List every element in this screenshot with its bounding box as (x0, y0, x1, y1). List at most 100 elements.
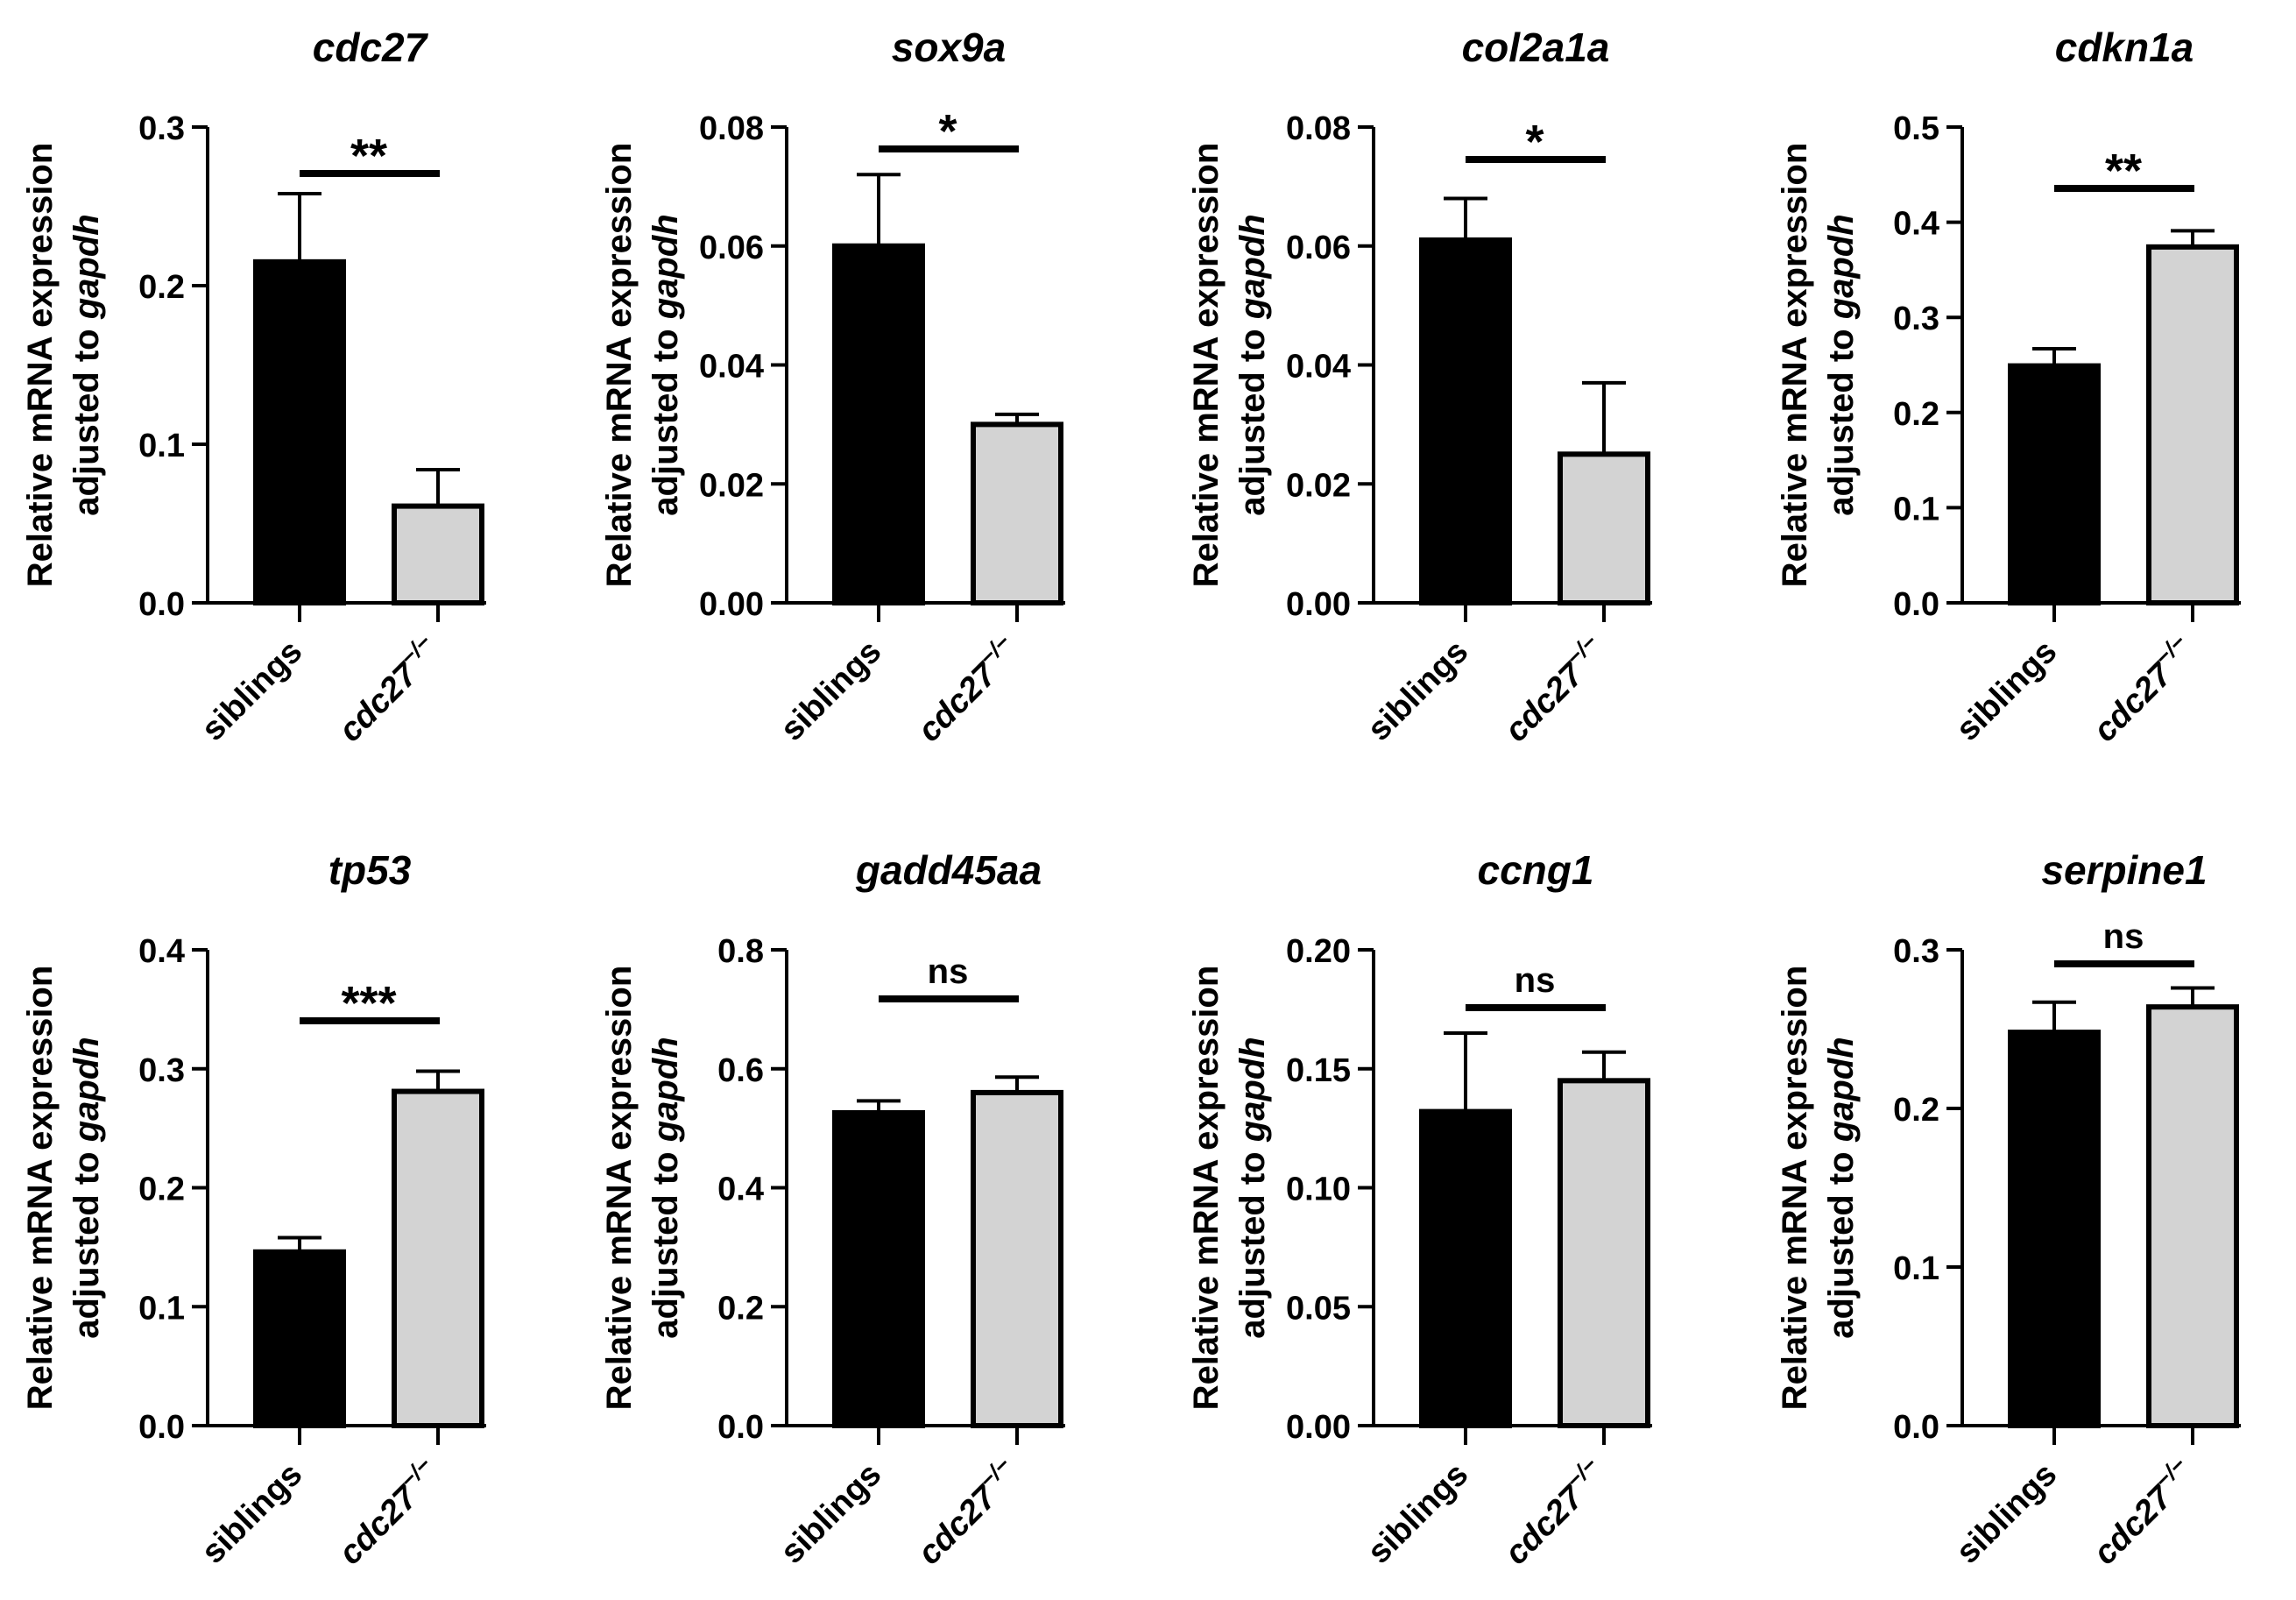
y-axis-label-line2: adjusted to gapdh (646, 1037, 685, 1338)
y-tick-label: 0.3 (1893, 301, 1939, 337)
y-axis-label-gene: gapdh (646, 1037, 685, 1143)
chart-panel-ccng1: ccng1 Relative mRNA expression adjusted to… (1187, 847, 1652, 1572)
significance-label: *** (341, 977, 396, 1030)
y-axis-label-line1: Relative mRNA expression (600, 966, 639, 1411)
chart-panel-col2a1a: col2a1a Relative mRNA expression adjusted … (1187, 25, 1652, 749)
y-tick-label: 0.04 (699, 349, 764, 386)
bar-mutant (392, 503, 484, 606)
bar-siblings (1419, 1108, 1512, 1428)
category-label-mutant: cdc27−/− (328, 1452, 448, 1572)
y-axis-label-line1: Relative mRNA expression (1776, 143, 1814, 588)
y-tick-label: 0.3 (138, 110, 185, 147)
y-tick-label: 0.2 (1893, 396, 1939, 433)
y-tick-label: 0.1 (138, 1290, 185, 1327)
y-tick-label: 0.2 (717, 1290, 764, 1327)
bar-siblings (253, 258, 346, 605)
category-label-siblings: siblings (774, 1456, 888, 1571)
category-label-siblings: siblings (1949, 634, 2064, 748)
y-axis-label-gene: gapdh (646, 214, 685, 320)
chart-panel-cdc27: cdc27 Relative mRNA expression adjusted to… (21, 25, 486, 749)
y-axis-label-prefix: adjusted to (646, 1142, 685, 1338)
y-axis-label-prefix: adjusted to (646, 319, 685, 515)
chart-panel-tp53: tp53 Relative mRNA expression adjusted to … (21, 847, 486, 1572)
y-axis-label-line2: adjusted to gapdh (646, 214, 685, 515)
y-tick-label: 0.0 (1893, 1409, 1939, 1446)
y-axis-label-gene: gapdh (1233, 1037, 1272, 1143)
y-axis-label-line2: adjusted to gapdh (1822, 214, 1861, 515)
bar-mutant (971, 1089, 1063, 1429)
y-tick-label: 0.0 (1893, 586, 1939, 623)
bar-siblings (253, 1249, 346, 1429)
category-label-mutant: cdc27−/− (907, 629, 1027, 749)
bar-mutant (2146, 244, 2239, 605)
y-axis-label-prefix: adjusted to (1822, 319, 1861, 515)
chart-title: gadd45aa (855, 847, 1042, 893)
y-axis-label-prefix: adjusted to (1233, 1142, 1272, 1338)
y-axis-label-gene: gapdh (1233, 214, 1272, 320)
y-axis-label-line1: Relative mRNA expression (1187, 143, 1226, 588)
chart-title: col2a1a (1462, 25, 1610, 70)
chart-panel-serpine1: serpine1 Relative mRNA expression adjusted… (1776, 847, 2241, 1572)
y-tick-label: 0.8 (717, 933, 764, 970)
bar-mutant (392, 1088, 484, 1428)
y-axis-label-line2: adjusted to gapdh (1233, 1037, 1272, 1338)
chart-panel-gadd45aa: gadd45aa Relative mRNA expression adjusted… (600, 847, 1065, 1572)
y-tick-label: 0.05 (1286, 1290, 1351, 1327)
y-tick-label: 0.00 (1286, 586, 1351, 623)
y-tick-label: 0.4 (138, 933, 185, 970)
category-label-mutant: cdc27−/− (1494, 629, 1614, 749)
y-axis-label-line2: adjusted to gapdh (1233, 214, 1272, 515)
y-tick-label: 0.00 (1286, 1409, 1351, 1446)
y-tick-label: 0.0 (138, 586, 185, 623)
significance-label: ** (350, 130, 387, 182)
y-tick-label: 0.10 (1286, 1172, 1351, 1208)
significance-label: * (1525, 116, 1544, 168)
y-tick-label: 0.06 (699, 230, 764, 266)
y-axis-label-prefix: adjusted to (1233, 319, 1272, 515)
chart-panel-cdkn1a: cdkn1a Relative mRNA expression adjusted t… (1776, 25, 2241, 749)
y-tick-label: 0.2 (138, 269, 185, 306)
chart-title: cdkn1a (2055, 25, 2194, 70)
bar-siblings (832, 1109, 925, 1429)
y-tick-label: 0.2 (138, 1172, 185, 1208)
y-tick-label: 0.08 (1286, 110, 1351, 147)
category-label-siblings: siblings (774, 634, 888, 748)
y-axis-label-prefix: adjusted to (67, 1142, 106, 1338)
chart-title: sox9a (892, 25, 1006, 70)
bar-siblings (1419, 237, 1512, 605)
chart-panel-sox9a: sox9a Relative mRNA expression adjusted to… (600, 25, 1065, 749)
y-axis-label-prefix: adjusted to (1822, 1142, 1861, 1338)
chart-title: cdc27 (313, 25, 429, 70)
category-label-mutant: cdc27−/− (2082, 1452, 2202, 1572)
y-axis-label-line1: Relative mRNA expression (21, 143, 60, 588)
y-tick-label: 0.02 (699, 467, 764, 504)
category-label-mutant: cdc27−/− (1494, 1452, 1614, 1572)
y-tick-label: 0.20 (1286, 933, 1351, 970)
y-axis-label-line2: adjusted to gapdh (67, 214, 106, 515)
y-tick-label: 0.0 (138, 1409, 185, 1446)
bar-siblings (2008, 1030, 2101, 1428)
y-tick-label: 0.15 (1286, 1052, 1351, 1089)
y-axis-label-gene: gapdh (67, 214, 106, 320)
y-tick-label: 0.02 (1286, 467, 1351, 504)
y-tick-label: 0.0 (717, 1409, 764, 1446)
y-tick-label: 0.3 (1893, 933, 1939, 970)
y-axis-label-prefix: adjusted to (67, 319, 106, 515)
y-tick-label: 0.06 (1286, 230, 1351, 266)
significance-label: ns (2103, 917, 2144, 956)
y-tick-label: 0.08 (699, 110, 764, 147)
category-label-siblings: siblings (1360, 1456, 1475, 1571)
category-label-siblings: siblings (194, 1456, 309, 1571)
significance-label: ns (1515, 961, 1556, 1000)
y-axis-label-line1: Relative mRNA expression (600, 143, 639, 588)
bar-siblings (832, 243, 925, 605)
y-tick-label: 0.1 (1893, 491, 1939, 527)
category-label-mutant: cdc27−/− (907, 1452, 1027, 1572)
y-axis-label-gene: gapdh (1822, 214, 1861, 320)
significance-label: * (938, 105, 957, 158)
category-label-siblings: siblings (194, 634, 309, 748)
y-tick-label: 0.6 (717, 1052, 764, 1089)
y-tick-label: 0.1 (138, 428, 185, 464)
y-axis-label-gene: gapdh (67, 1037, 106, 1143)
